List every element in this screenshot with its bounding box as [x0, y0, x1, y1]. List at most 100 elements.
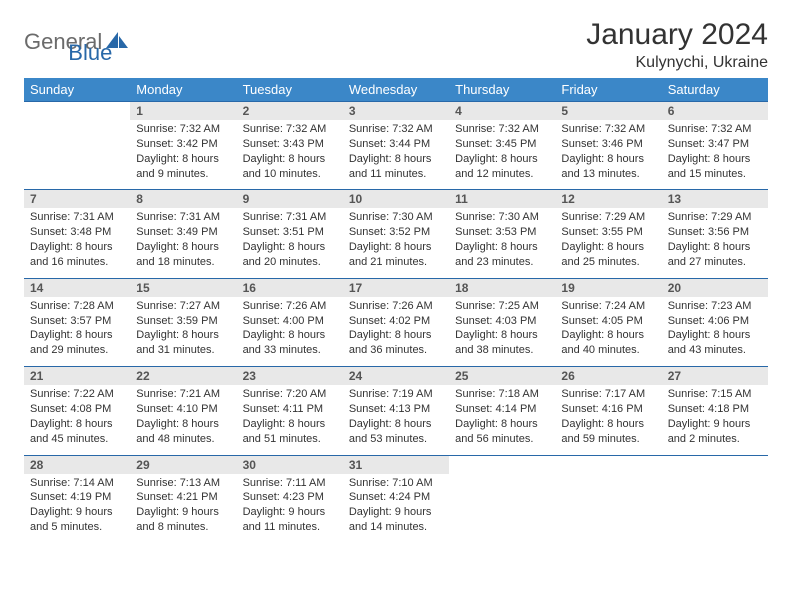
sunset-text: Sunset: 3:44 PM: [349, 137, 443, 152]
day-number-cell: 9: [237, 190, 343, 209]
week-num-row: 21222324252627: [24, 367, 768, 386]
day-detail-cell: Sunrise: 7:32 AMSunset: 3:47 PMDaylight:…: [662, 120, 768, 190]
day-number-cell: 22: [130, 367, 236, 386]
day-detail-cell: Sunrise: 7:32 AMSunset: 3:43 PMDaylight:…: [237, 120, 343, 190]
day-number-cell: 1: [130, 102, 236, 121]
day-detail-cell: Sunrise: 7:32 AMSunset: 3:42 PMDaylight:…: [130, 120, 236, 190]
sunset-text: Sunset: 4:02 PM: [349, 314, 443, 329]
sunset-text: Sunset: 3:52 PM: [349, 225, 443, 240]
day-detail-cell: Sunrise: 7:30 AMSunset: 3:53 PMDaylight:…: [449, 208, 555, 278]
sunrise-text: Sunrise: 7:11 AM: [243, 476, 337, 491]
sunrise-text: Sunrise: 7:32 AM: [455, 122, 549, 137]
daylight-text: Daylight: 8 hours and 15 minutes.: [668, 152, 762, 182]
sunrise-text: Sunrise: 7:24 AM: [561, 299, 655, 314]
daylight-text: Daylight: 8 hours and 36 minutes.: [349, 328, 443, 358]
daylight-text: Daylight: 8 hours and 23 minutes.: [455, 240, 549, 270]
daylight-text: Daylight: 8 hours and 12 minutes.: [455, 152, 549, 182]
sunrise-text: Sunrise: 7:31 AM: [136, 210, 230, 225]
sunrise-text: Sunrise: 7:32 AM: [136, 122, 230, 137]
day-detail-cell: Sunrise: 7:26 AMSunset: 4:00 PMDaylight:…: [237, 297, 343, 367]
day-number-cell: 2: [237, 102, 343, 121]
dayhead-fri: Friday: [555, 78, 661, 102]
sunrise-text: Sunrise: 7:17 AM: [561, 387, 655, 402]
sunrise-text: Sunrise: 7:32 AM: [349, 122, 443, 137]
day-detail-cell: [24, 120, 130, 190]
daylight-text: Daylight: 8 hours and 18 minutes.: [136, 240, 230, 270]
sunset-text: Sunset: 4:05 PM: [561, 314, 655, 329]
sunset-text: Sunset: 3:51 PM: [243, 225, 337, 240]
daylight-text: Daylight: 8 hours and 9 minutes.: [136, 152, 230, 182]
day-detail-cell: Sunrise: 7:31 AMSunset: 3:48 PMDaylight:…: [24, 208, 130, 278]
sunset-text: Sunset: 3:45 PM: [455, 137, 549, 152]
sunrise-text: Sunrise: 7:26 AM: [349, 299, 443, 314]
week-detail-row: Sunrise: 7:28 AMSunset: 3:57 PMDaylight:…: [24, 297, 768, 367]
day-detail-cell: Sunrise: 7:32 AMSunset: 3:46 PMDaylight:…: [555, 120, 661, 190]
sunset-text: Sunset: 4:03 PM: [455, 314, 549, 329]
sunset-text: Sunset: 4:21 PM: [136, 490, 230, 505]
day-number-cell: 3: [343, 102, 449, 121]
sunrise-text: Sunrise: 7:23 AM: [668, 299, 762, 314]
day-detail-cell: Sunrise: 7:11 AMSunset: 4:23 PMDaylight:…: [237, 474, 343, 543]
sunset-text: Sunset: 4:24 PM: [349, 490, 443, 505]
sunrise-text: Sunrise: 7:31 AM: [243, 210, 337, 225]
sunrise-text: Sunrise: 7:28 AM: [30, 299, 124, 314]
sunset-text: Sunset: 4:19 PM: [30, 490, 124, 505]
sunset-text: Sunset: 4:18 PM: [668, 402, 762, 417]
daylight-text: Daylight: 8 hours and 40 minutes.: [561, 328, 655, 358]
sunset-text: Sunset: 3:55 PM: [561, 225, 655, 240]
day-detail-cell: Sunrise: 7:31 AMSunset: 3:49 PMDaylight:…: [130, 208, 236, 278]
day-number-cell: 27: [662, 367, 768, 386]
sunrise-text: Sunrise: 7:32 AM: [243, 122, 337, 137]
sunrise-text: Sunrise: 7:22 AM: [30, 387, 124, 402]
sunrise-text: Sunrise: 7:29 AM: [668, 210, 762, 225]
day-number-cell: [24, 102, 130, 121]
day-number-cell: [662, 455, 768, 474]
day-detail-cell: Sunrise: 7:21 AMSunset: 4:10 PMDaylight:…: [130, 385, 236, 455]
sunset-text: Sunset: 4:14 PM: [455, 402, 549, 417]
day-number-cell: 26: [555, 367, 661, 386]
day-number-cell: 20: [662, 278, 768, 297]
daylight-text: Daylight: 9 hours and 8 minutes.: [136, 505, 230, 535]
day-detail-cell: Sunrise: 7:24 AMSunset: 4:05 PMDaylight:…: [555, 297, 661, 367]
day-detail-cell: Sunrise: 7:15 AMSunset: 4:18 PMDaylight:…: [662, 385, 768, 455]
sunrise-text: Sunrise: 7:18 AM: [455, 387, 549, 402]
day-number-cell: 31: [343, 455, 449, 474]
daylight-text: Daylight: 8 hours and 43 minutes.: [668, 328, 762, 358]
day-number-cell: 10: [343, 190, 449, 209]
sunrise-text: Sunrise: 7:27 AM: [136, 299, 230, 314]
day-detail-cell: Sunrise: 7:13 AMSunset: 4:21 PMDaylight:…: [130, 474, 236, 543]
day-detail-cell: Sunrise: 7:29 AMSunset: 3:56 PMDaylight:…: [662, 208, 768, 278]
day-detail-cell: Sunrise: 7:28 AMSunset: 3:57 PMDaylight:…: [24, 297, 130, 367]
week-num-row: 123456: [24, 102, 768, 121]
daylight-text: Daylight: 8 hours and 59 minutes.: [561, 417, 655, 447]
sunrise-text: Sunrise: 7:10 AM: [349, 476, 443, 491]
sunset-text: Sunset: 4:16 PM: [561, 402, 655, 417]
day-detail-cell: Sunrise: 7:32 AMSunset: 3:44 PMDaylight:…: [343, 120, 449, 190]
daylight-text: Daylight: 8 hours and 21 minutes.: [349, 240, 443, 270]
day-number-cell: 17: [343, 278, 449, 297]
daylight-text: Daylight: 8 hours and 27 minutes.: [668, 240, 762, 270]
daylight-text: Daylight: 8 hours and 53 minutes.: [349, 417, 443, 447]
day-number-cell: 16: [237, 278, 343, 297]
location-label: Kulynychi, Ukraine: [586, 54, 768, 72]
sunset-text: Sunset: 3:56 PM: [668, 225, 762, 240]
sunset-text: Sunset: 4:00 PM: [243, 314, 337, 329]
day-number-cell: [555, 455, 661, 474]
sunrise-text: Sunrise: 7:14 AM: [30, 476, 124, 491]
sunrise-text: Sunrise: 7:30 AM: [349, 210, 443, 225]
day-detail-cell: Sunrise: 7:27 AMSunset: 3:59 PMDaylight:…: [130, 297, 236, 367]
sunset-text: Sunset: 3:47 PM: [668, 137, 762, 152]
day-number-cell: 18: [449, 278, 555, 297]
daylight-text: Daylight: 8 hours and 33 minutes.: [243, 328, 337, 358]
day-detail-cell: Sunrise: 7:30 AMSunset: 3:52 PMDaylight:…: [343, 208, 449, 278]
title-block: January 2024 Kulynychi, Ukraine: [586, 18, 768, 72]
sunset-text: Sunset: 3:49 PM: [136, 225, 230, 240]
day-detail-cell: [662, 474, 768, 543]
sunrise-text: Sunrise: 7:21 AM: [136, 387, 230, 402]
brand-logo: General Blue: [24, 18, 112, 66]
day-number-cell: [449, 455, 555, 474]
sunrise-text: Sunrise: 7:32 AM: [668, 122, 762, 137]
day-detail-cell: Sunrise: 7:19 AMSunset: 4:13 PMDaylight:…: [343, 385, 449, 455]
day-number-cell: 6: [662, 102, 768, 121]
week-detail-row: Sunrise: 7:22 AMSunset: 4:08 PMDaylight:…: [24, 385, 768, 455]
